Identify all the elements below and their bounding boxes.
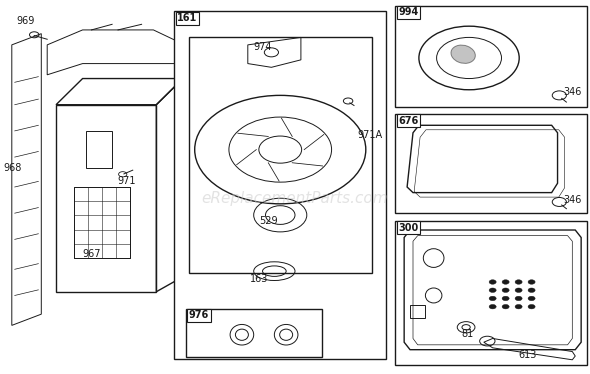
Text: 613: 613 (519, 350, 537, 359)
Text: 969: 969 (17, 16, 35, 25)
Circle shape (489, 304, 496, 309)
Circle shape (528, 280, 535, 284)
Circle shape (502, 296, 509, 301)
Bar (74, 187, 130, 258)
Bar (174, 11, 386, 359)
Text: 967: 967 (82, 249, 101, 259)
Circle shape (502, 304, 509, 309)
Bar (395, 221, 587, 365)
Text: 968: 968 (3, 163, 21, 173)
Circle shape (502, 288, 509, 292)
Text: 974: 974 (253, 42, 272, 52)
Text: 161: 161 (177, 13, 197, 23)
Bar (86, 131, 112, 168)
Circle shape (489, 288, 496, 292)
Text: eReplacementParts.com: eReplacementParts.com (202, 191, 388, 206)
Circle shape (502, 280, 509, 284)
Circle shape (515, 304, 522, 309)
Bar (56, 105, 156, 292)
Circle shape (515, 280, 522, 284)
Text: 676: 676 (398, 116, 418, 126)
Circle shape (515, 296, 522, 301)
Circle shape (528, 304, 535, 309)
Text: 300: 300 (398, 223, 418, 233)
Text: 346: 346 (563, 87, 582, 96)
Bar (395, 6, 587, 107)
Text: 81: 81 (462, 329, 474, 339)
Text: 994: 994 (398, 7, 418, 18)
Text: 976: 976 (189, 310, 209, 321)
Text: 346: 346 (563, 195, 582, 205)
Bar (395, 114, 587, 213)
Text: 971A: 971A (357, 130, 382, 140)
Text: 971: 971 (117, 177, 136, 186)
Text: 529: 529 (259, 216, 278, 226)
Bar (186, 309, 322, 357)
Text: 163: 163 (250, 274, 269, 283)
Circle shape (528, 288, 535, 292)
Circle shape (528, 296, 535, 301)
Circle shape (515, 288, 522, 292)
Ellipse shape (451, 45, 476, 63)
Circle shape (489, 296, 496, 301)
Circle shape (489, 280, 496, 284)
Bar (410, 305, 425, 318)
Bar (189, 37, 372, 273)
